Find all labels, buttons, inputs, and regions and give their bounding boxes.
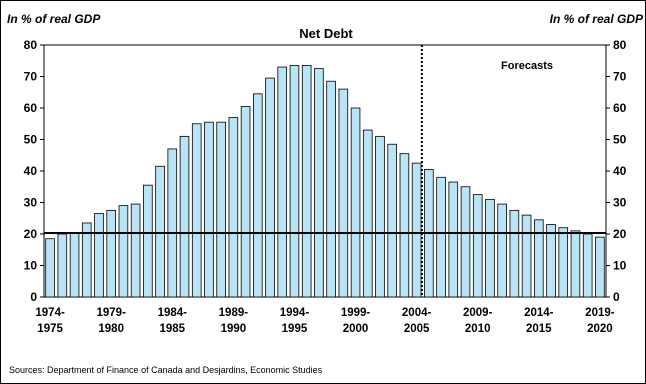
bar-1999-2000: [350, 107, 361, 298]
right-tick-label: 60: [613, 101, 627, 115]
bar-2011-2012: [497, 203, 507, 298]
bar-1974-1975: [45, 238, 55, 298]
bar-1983-1984: [155, 165, 165, 298]
x-tick-labels: 1974- 1975 1979- 1980 1984- 1985 1989- 1990 1994…: [35, 307, 614, 335]
bar-1994-1995: [289, 65, 300, 298]
x-tick-label-top: 1974-: [35, 307, 65, 319]
chart-title: Net Debt: [299, 26, 353, 41]
x-tick-label-top: 1994-: [280, 307, 310, 319]
x-tick-label-bottom: 1980: [98, 323, 124, 335]
source-note: Sources: Department of Finance of Canada…: [9, 365, 323, 375]
x-tick-label-top: 2019-: [585, 307, 615, 319]
bars: [45, 65, 605, 298]
bar-2006-2007: [436, 176, 446, 298]
bar-1978-1979: [94, 213, 104, 298]
bar-1991-1992: [253, 93, 263, 298]
right-tick-label: 20: [613, 227, 627, 241]
bar-2013-2014: [521, 214, 532, 298]
left-y-ticks: 0 10 20 30 40 50 60 70 80: [24, 38, 44, 304]
bar-2004-2005: [411, 162, 422, 298]
right-tick-label: 50: [613, 133, 627, 147]
x-tick-label-bottom: 1995: [282, 323, 308, 335]
x-tick-label-top: 1979-: [96, 307, 126, 319]
x-tick-label-top: 1999-: [341, 307, 371, 319]
bar-2016-2017: [558, 227, 569, 298]
bar-2014-2015: [534, 219, 544, 298]
bar-1993-1994: [277, 66, 288, 298]
right-axis-label: In % of real GDP: [550, 12, 644, 26]
x-tick-label-bottom: 1985: [159, 323, 185, 335]
left-tick-label: 70: [24, 70, 38, 84]
bar-2008-2009: [460, 186, 471, 298]
left-tick-label: 60: [24, 101, 38, 115]
bar-1996-1997: [314, 68, 324, 298]
right-tick-label: 0: [613, 290, 620, 304]
right-tick-label: 80: [613, 38, 627, 52]
bar-2009-2010: [472, 194, 483, 298]
right-tick-label: 10: [613, 259, 627, 273]
left-tick-label: 40: [24, 164, 38, 178]
x-tick-label-bottom: 2010: [465, 323, 491, 335]
bar-2017-2018: [570, 230, 581, 298]
x-tick-label-bottom: 2015: [526, 323, 552, 335]
bar-2019-2020: [595, 236, 605, 298]
left-tick-label: 20: [24, 227, 38, 241]
bar-1976-1977: [69, 232, 80, 298]
bar-2003-2004: [399, 153, 410, 298]
right-tick-label: 30: [613, 196, 627, 210]
bar-2010-2011: [485, 198, 495, 298]
x-tick-label-top: 1989-: [219, 307, 249, 319]
bar-1995-1996: [301, 65, 312, 298]
left-tick-label: 80: [24, 38, 38, 52]
right-y-ticks: 0 10 20 30 40 50 60 70 80: [606, 38, 627, 304]
bar-2018-2019: [582, 233, 593, 298]
left-tick-label: 0: [30, 290, 37, 304]
bar-1982-1983: [143, 184, 153, 298]
x-tick-label-bottom: 2020: [587, 323, 613, 335]
bar-1980-1981: [118, 205, 129, 298]
left-tick-label: 50: [24, 133, 38, 147]
bar-1981-1982: [130, 203, 141, 298]
x-tick-label-bottom: 2000: [343, 323, 369, 335]
bar-1997-1998: [326, 80, 336, 298]
bar-2015-2016: [546, 224, 556, 298]
left-tick-label: 30: [24, 196, 38, 210]
x-tick-label-top: 2004-: [402, 307, 432, 319]
bar-1988-1989: [216, 121, 226, 298]
bar-2012-2013: [509, 209, 520, 298]
plot-area: [43, 44, 607, 298]
x-tick-label-bottom: 2005: [404, 323, 430, 335]
bar-2001-2002: [375, 135, 385, 298]
x-tick-label-top: 1984-: [158, 307, 188, 319]
bar-1986-1987: [191, 123, 202, 298]
bar-2007-2008: [448, 181, 459, 298]
x-tick-label-bottom: 1990: [221, 323, 247, 335]
x-tick-label-top: 2009-: [463, 307, 493, 319]
bar-1989-1990: [228, 117, 239, 298]
bar-1998-1999: [338, 88, 349, 298]
bar-1990-1991: [240, 106, 251, 298]
forecast-label: Forecasts: [501, 60, 553, 72]
right-tick-label: 70: [613, 70, 627, 84]
bar-2002-2003: [387, 143, 397, 298]
bar-2000-2001: [362, 129, 373, 298]
left-tick-label: 10: [24, 259, 38, 273]
bar-1979-1980: [106, 209, 116, 298]
bar-1984-1985: [167, 148, 178, 298]
x-tick-label-top: 2014-: [524, 307, 554, 319]
right-tick-label: 40: [613, 164, 627, 178]
bar-1975-1976: [57, 233, 68, 298]
x-tick-label-bottom: 1975: [37, 323, 63, 335]
bar-1977-1978: [81, 222, 92, 298]
bar-1985-1986: [179, 135, 190, 298]
bar-1992-1993: [265, 77, 275, 298]
left-axis-label: In % of real GDP: [7, 12, 101, 26]
bar-1987-1988: [204, 121, 214, 298]
